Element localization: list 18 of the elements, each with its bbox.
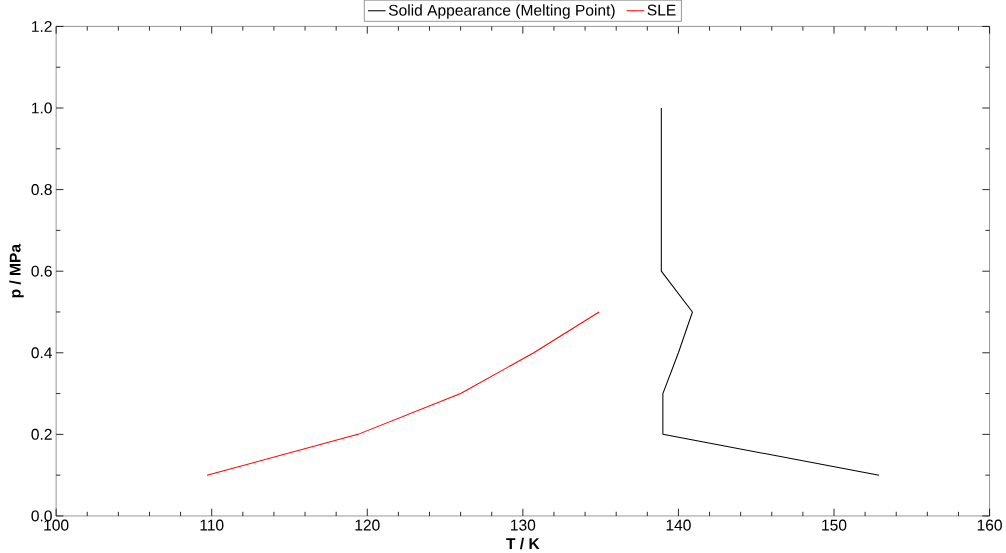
y-tick-label: 0.4 [31, 347, 53, 359]
y-tick-label: 1.0 [32, 102, 52, 114]
x-tick-label: 110 [200, 519, 224, 531]
x-tick-label: 130 [511, 519, 536, 531]
legend-label: Solid Appearance (Melting Point) [388, 4, 615, 19]
y-tick-label: 0.2 [31, 428, 52, 440]
line-series [206, 311, 600, 476]
y-tick-label: 1.2 [32, 21, 52, 32]
y-tick-label: 0.8 [31, 184, 52, 196]
x-tick-label: 120 [355, 519, 380, 531]
legend-label: SLE [647, 4, 676, 16]
x-tick-label: 160 [977, 519, 1002, 531]
x-axis-title: T / K [506, 537, 540, 550]
x-tick-label: 140 [666, 519, 691, 531]
line-series [660, 107, 880, 476]
y-axis-title: p / MPa [9, 243, 24, 298]
x-tick-label: 150 [822, 519, 847, 531]
y-tick-label: 0.6 [31, 265, 52, 277]
